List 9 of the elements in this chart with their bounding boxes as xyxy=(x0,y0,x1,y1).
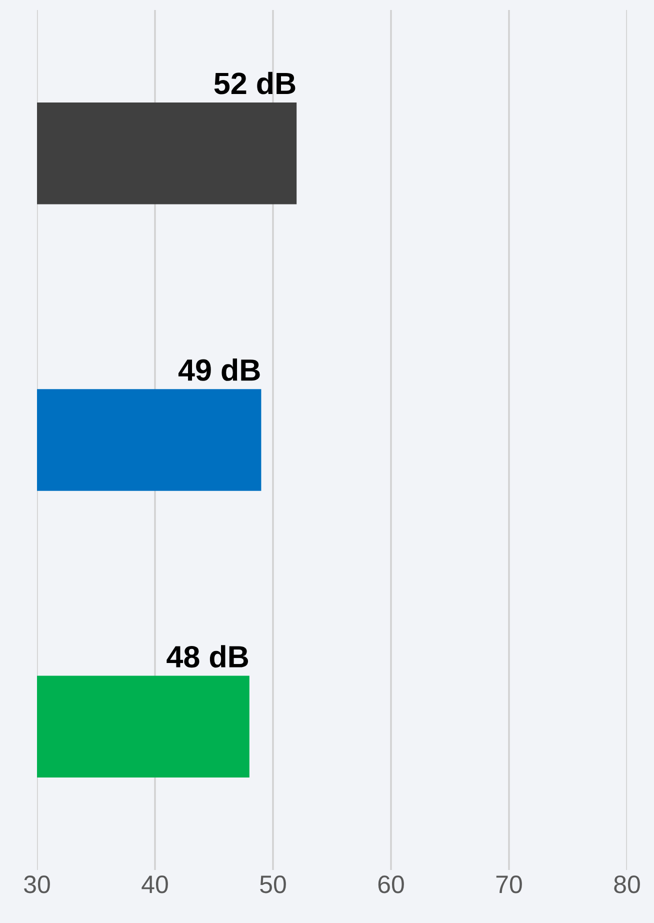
data-label: 48 dB xyxy=(166,645,248,668)
data-label: 52 dB xyxy=(214,72,296,94)
x-tick-label: 40 xyxy=(142,876,168,894)
x-tick-label: 60 xyxy=(378,876,404,894)
x-tick-label: 50 xyxy=(260,876,286,894)
x-tick-label: 30 xyxy=(24,876,50,894)
x-tick-label: 80 xyxy=(614,876,640,894)
x-tick-label: 70 xyxy=(496,876,522,894)
data-label: 49 dB xyxy=(178,358,260,381)
